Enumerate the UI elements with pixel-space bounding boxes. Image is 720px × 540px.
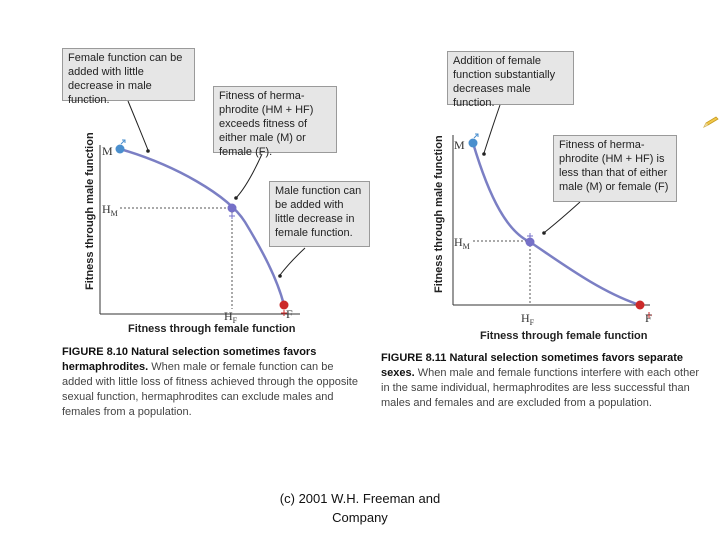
- right-callout-middle: Fitness of herma-phrodite (HM + HF) is l…: [553, 135, 677, 202]
- herm-symbol-icon: [229, 213, 235, 219]
- right-caption-label: FIGURE 8.11: [381, 352, 447, 364]
- left-caption-text: When male or female function can be adde…: [62, 361, 358, 418]
- right-pointer-top-dot: [482, 152, 486, 156]
- left-herm-dot: [227, 203, 237, 213]
- right-callout-top: Addition of female function substantiall…: [447, 51, 574, 109]
- right-m-label: M: [454, 138, 465, 152]
- left-callout-top: Female function can be added with little…: [62, 48, 195, 106]
- right-f-label: F: [645, 311, 652, 325]
- left-callout-middle: Fitness of herma-phrodite (HM + HF) exce…: [213, 86, 337, 158]
- male-symbol-icon: [473, 133, 479, 139]
- left-pointer-bottom: [279, 247, 306, 276]
- right-caption: FIGURE 8.11 Natural selection sometimes …: [381, 351, 703, 411]
- right-caption-title: Natural selection sometimes favors separ…: [381, 352, 684, 379]
- left-caption: FIGURE 8.10 Natural selection sometimes …: [62, 345, 367, 420]
- left-pointer-top-dot: [146, 149, 150, 153]
- left-pointer-bottom-dot: [278, 274, 282, 278]
- right-hm-label: HM: [454, 235, 470, 251]
- left-female-dot: [279, 300, 289, 310]
- left-pointer-top: [127, 100, 149, 151]
- right-y-axis-title: Fitness through male function: [433, 135, 445, 293]
- right-caption-text: When male and female functions interfere…: [381, 367, 699, 409]
- left-m-label: M: [102, 144, 113, 158]
- male-symbol-icon: [120, 139, 126, 145]
- pencil-icon[interactable]: [703, 116, 719, 128]
- left-x-axis-title: Fitness through female function: [128, 323, 296, 335]
- left-y-axis-title: Fitness through male function: [84, 132, 96, 290]
- footer-line-2: Company: [332, 510, 388, 525]
- right-plot: M HM HF F Fitness through male function …: [433, 104, 652, 342]
- left-pointer-middle: [235, 153, 263, 199]
- left-fitness-curve: [119, 147, 286, 306]
- left-male-dot: [115, 144, 125, 154]
- herm-symbol-icon: [527, 233, 533, 239]
- left-caption-label: FIGURE 8.10: [62, 346, 129, 358]
- female-symbol-icon: [281, 310, 287, 316]
- female-symbol-icon: [646, 312, 652, 318]
- left-f-label: F: [286, 307, 293, 321]
- right-female-dot: [635, 300, 645, 310]
- right-male-dot: [468, 138, 478, 148]
- copyright-footer: (c) 2001 W.H. Freeman and Company: [240, 489, 480, 527]
- left-hm-label: HM: [102, 202, 118, 218]
- right-pointer-middle: [544, 201, 581, 233]
- right-x-axis-title: Fitness through female function: [480, 330, 648, 342]
- left-callout-bottom: Male function can be added with little d…: [269, 181, 370, 247]
- right-herm-dot: [525, 237, 535, 247]
- left-caption-title: Natural selection sometimes favors herma…: [62, 346, 317, 373]
- right-pointer-top: [483, 104, 501, 154]
- left-pointer-middle-dot: [234, 196, 238, 200]
- right-hf-label: HF: [521, 311, 535, 327]
- right-pointer-middle-dot: [542, 231, 546, 235]
- footer-line-1: (c) 2001 W.H. Freeman and: [279, 491, 441, 506]
- left-plot: M HM HF F Fitness through male function …: [84, 100, 306, 335]
- left-hf-label: HF: [224, 309, 238, 325]
